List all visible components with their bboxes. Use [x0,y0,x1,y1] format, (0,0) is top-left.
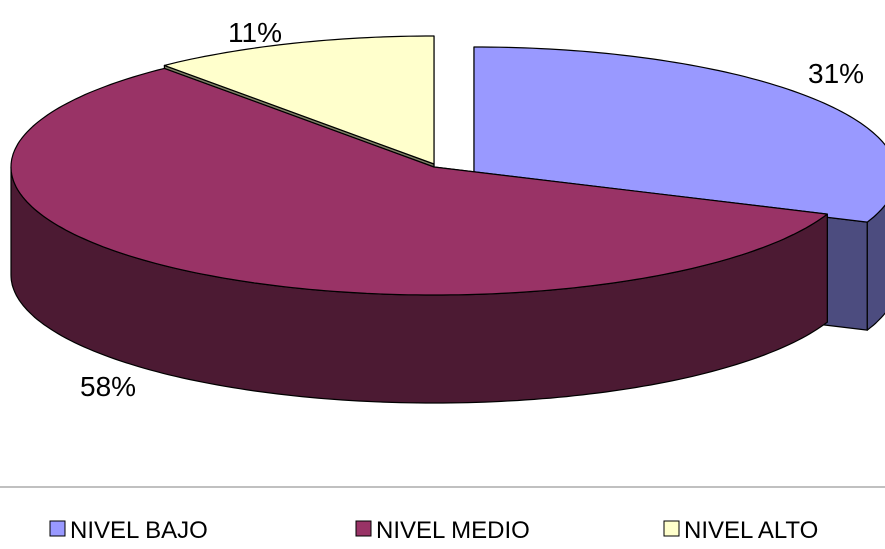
legend-swatch-nivel-alto [663,520,680,537]
slice-labels: 31% 58% 11% [80,17,864,402]
legend-swatch-nivel-medio [355,520,372,537]
pie-slices [10,35,885,404]
legend-swatch-nivel-bajo [49,520,66,537]
legend-label-nivel-bajo: NIVEL BAJO [70,517,208,544]
slice-top-nivel-bajo [473,46,885,223]
slice-top-nivel-alto [163,35,435,165]
legend: NIVEL BAJO NIVEL MEDIO NIVEL ALTO [49,517,818,544]
label-nivel-alto: 11% [228,17,282,48]
slice-side-nivel-bajo [866,204,885,331]
label-nivel-medio: 58% [80,371,136,402]
slice-top-nivel-medio [10,67,828,296]
legend-label-nivel-alto: NIVEL ALTO [684,517,818,544]
legend-label-nivel-medio: NIVEL MEDIO [376,517,530,544]
label-nivel-bajo: 31% [808,58,864,89]
